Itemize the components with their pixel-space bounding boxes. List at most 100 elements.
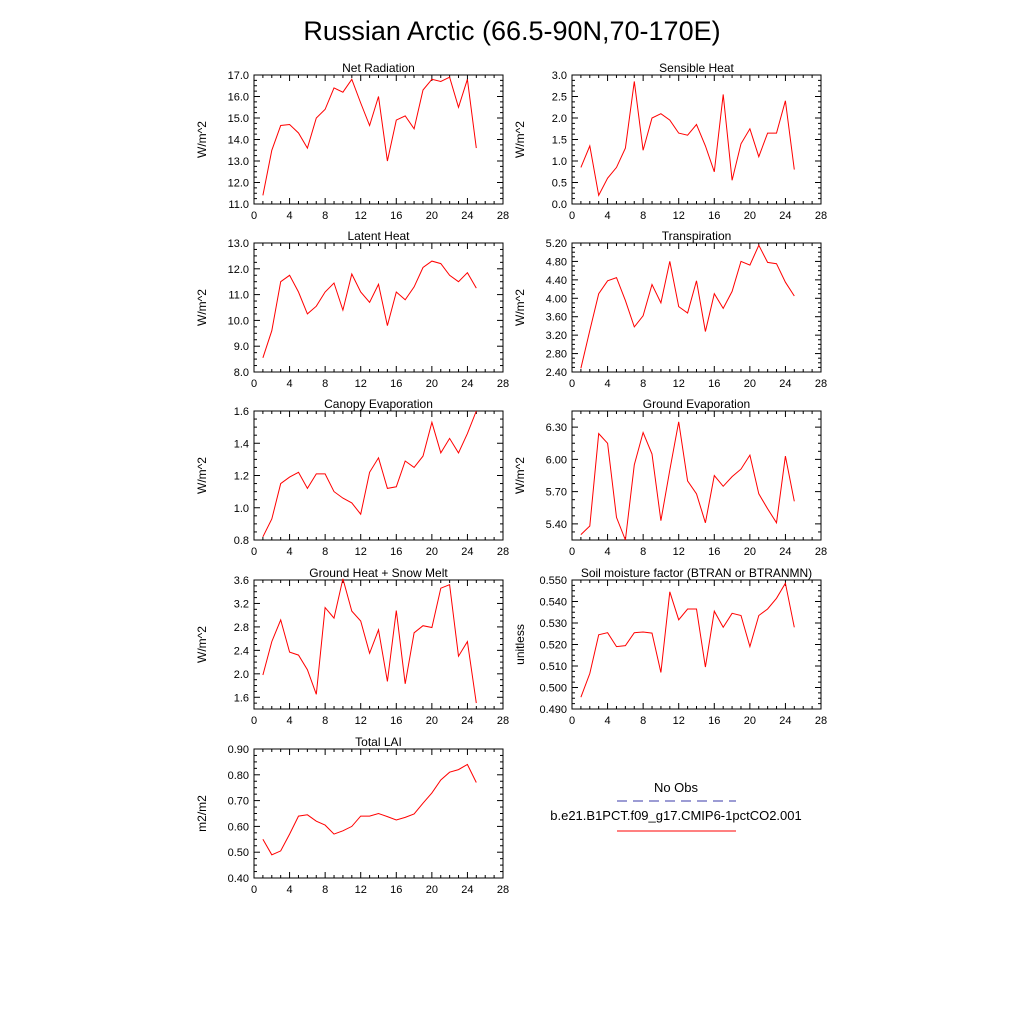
y-tick-label: 2.4 (234, 645, 249, 657)
x-tick-label: 12 (355, 546, 367, 558)
y-axis-label: W/m^2 (195, 457, 209, 494)
y-tick-label: 0.5 (552, 178, 567, 190)
legend-entry-model: b.e21.B1PCT.f09_g17.CMIP6-1pctCO2.001 (550, 808, 801, 823)
x-tick-label: 4 (287, 715, 293, 727)
x-tick-label: 28 (815, 210, 827, 222)
series-line-sensible-heat (580, 81, 795, 197)
y-axis-label: unitless (513, 624, 527, 665)
x-tick-label: 8 (322, 546, 328, 558)
panel-title: Net Radiation (342, 61, 415, 75)
y-tick-label: 0.530 (539, 618, 567, 630)
y-tick-label: 0.90 (228, 744, 249, 756)
y-tick-label: 0.510 (539, 661, 567, 673)
panel-title: Canopy Evaporation (324, 397, 433, 411)
plot-frame (253, 74, 504, 205)
x-tick-label: 20 (426, 378, 438, 390)
y-tick-label: 13.0 (228, 238, 249, 250)
y-tick-label: 4.80 (546, 256, 567, 268)
x-tick-label: 24 (779, 378, 791, 390)
y-axis-label: W/m^2 (195, 626, 209, 663)
x-tick-label: 16 (708, 210, 720, 222)
x-tick-label: 4 (287, 884, 293, 896)
x-tick-label: 24 (779, 715, 791, 727)
y-tick-label: 3.2 (234, 598, 249, 610)
y-tick-label: 1.2 (234, 471, 249, 483)
y-axis-label: W/m^2 (513, 457, 527, 494)
x-tick-label: 0 (569, 210, 575, 222)
y-tick-label: 0.70 (228, 796, 249, 808)
x-tick-label: 20 (744, 210, 756, 222)
x-tick-label: 24 (461, 884, 473, 896)
y-tick-label: 0.500 (539, 683, 567, 695)
x-tick-label: 28 (815, 546, 827, 558)
x-tick-label: 24 (461, 715, 473, 727)
x-tick-label: 24 (779, 546, 791, 558)
y-tick-label: 2.80 (546, 349, 567, 361)
x-tick-label: 8 (322, 378, 328, 390)
y-tick-label: 11.0 (228, 199, 249, 211)
x-tick-label: 0 (569, 715, 575, 727)
y-tick-label: 10.0 (228, 315, 249, 327)
y-tick-label: 9.0 (234, 341, 249, 353)
y-tick-label: 16.0 (228, 92, 249, 104)
y-tick-label: 1.6 (234, 692, 249, 704)
series-line-total-lai (262, 763, 477, 856)
x-tick-label: 28 (497, 884, 509, 896)
x-tick-label: 28 (497, 715, 509, 727)
panel-title: Total LAI (355, 735, 402, 749)
panel-net-radiation: Net Radiation W/m^2 0 4 8 12 16 20 24 28 11.0 12.0 1… (195, 61, 509, 222)
y-tick-label: 0.60 (228, 821, 249, 833)
x-tick-label: 16 (708, 546, 720, 558)
legend: No Obs b.e21.B1PCT.f09_g17.CMIP6-1pctCO2… (550, 780, 802, 832)
series-line-ground-heat-snow-melt (262, 578, 477, 704)
x-tick-label: 24 (461, 378, 473, 390)
x-tick-label: 16 (390, 210, 402, 222)
x-tick-label: 20 (744, 715, 756, 727)
x-tick-label: 4 (605, 378, 611, 390)
y-tick-label: 2.40 (546, 367, 567, 379)
plot-frame (571, 242, 822, 373)
plot-frame (571, 410, 822, 541)
x-tick-label: 12 (673, 546, 685, 558)
x-tick-label: 0 (251, 884, 257, 896)
x-tick-label: 0 (251, 210, 257, 222)
x-tick-label: 12 (355, 715, 367, 727)
x-tick-label: 28 (497, 378, 509, 390)
x-tick-label: 8 (322, 715, 328, 727)
panel-title: Latent Heat (347, 229, 410, 243)
y-tick-label: 5.40 (546, 519, 567, 531)
y-tick-label: 0.40 (228, 873, 249, 885)
x-tick-label: 4 (287, 546, 293, 558)
panel-title: Ground Heat + Snow Melt (309, 566, 448, 580)
y-tick-label: 1.4 (234, 438, 249, 450)
x-tick-label: 4 (605, 546, 611, 558)
x-tick-label: 8 (640, 378, 646, 390)
y-tick-label: 12.0 (228, 178, 249, 190)
panel-title: Sensible Heat (659, 61, 734, 75)
y-tick-label: 1.5 (552, 135, 567, 147)
x-tick-label: 20 (744, 378, 756, 390)
x-tick-label: 28 (815, 378, 827, 390)
x-tick-label: 12 (673, 210, 685, 222)
legend-entry-no-obs: No Obs (654, 780, 699, 795)
y-tick-label: 0.520 (539, 640, 567, 652)
y-axis-label: W/m^2 (195, 289, 209, 326)
series-line-ground-evaporation (580, 421, 795, 541)
x-tick-label: 20 (426, 715, 438, 727)
plot-frame (253, 242, 504, 373)
x-tick-label: 28 (497, 210, 509, 222)
y-tick-label: 13.0 (228, 156, 249, 168)
y-tick-label: 5.20 (546, 238, 567, 250)
x-tick-label: 12 (673, 378, 685, 390)
x-tick-label: 20 (744, 546, 756, 558)
y-tick-label: 0.8 (234, 535, 249, 547)
x-tick-label: 8 (640, 715, 646, 727)
y-tick-label: 3.60 (546, 312, 567, 324)
y-tick-label: 6.30 (546, 422, 567, 434)
x-tick-label: 28 (497, 546, 509, 558)
figure-title: Russian Arctic (66.5-90N,70-170E) (303, 16, 720, 46)
panel-title: Ground Evaporation (643, 397, 750, 411)
y-tick-label: 0.80 (228, 770, 249, 782)
y-tick-label: 0.0 (552, 199, 567, 211)
